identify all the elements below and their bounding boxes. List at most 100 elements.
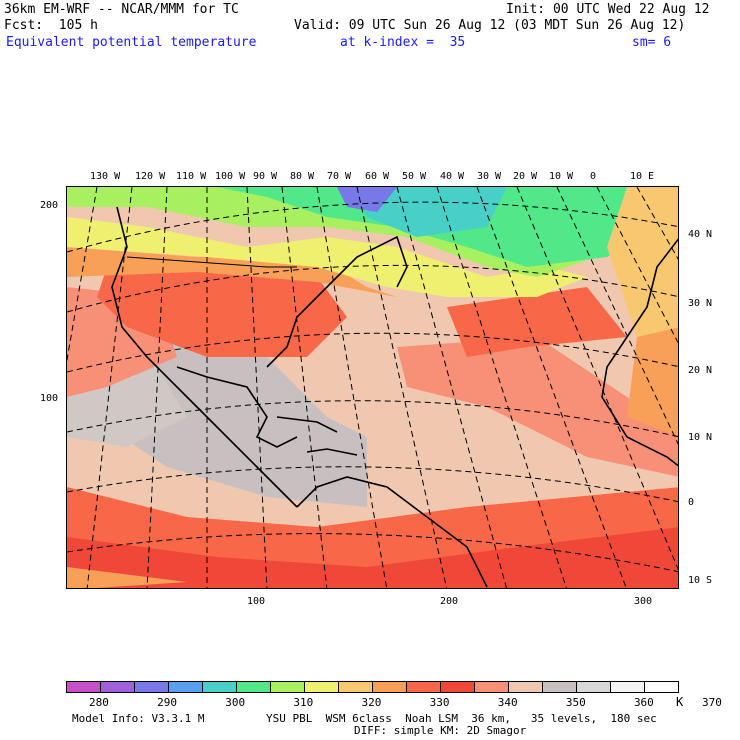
grid-lat-10s xyxy=(67,533,678,573)
grid-lon-10w xyxy=(556,187,678,445)
grid-lon-120w xyxy=(86,187,133,588)
grid-label-x-300: 300 xyxy=(634,596,653,607)
colorbar-label: 340 xyxy=(497,696,518,709)
colorbar-swatch xyxy=(101,682,135,692)
grid-lat-30n xyxy=(67,264,678,313)
longitude-label: 110 W xyxy=(176,171,207,182)
smoothing-info: sm= 6 xyxy=(632,35,672,50)
colorbar-swatch xyxy=(305,682,339,692)
longitude-label: 30 W xyxy=(477,171,502,182)
yellow-band xyxy=(67,217,587,297)
grid-label-x-200: 200 xyxy=(440,596,459,607)
colorbar-swatch xyxy=(203,682,237,692)
grid-lat-eq xyxy=(67,466,678,503)
longitude-label: 10 W xyxy=(549,171,574,182)
grid-lat-40n xyxy=(67,201,678,253)
latitude-label: 40 N xyxy=(688,229,713,240)
grid-lon-0 xyxy=(596,187,678,344)
purple-north xyxy=(337,187,397,212)
physics-info-1: YSU PBL WSM 6class Noah LSM 36 km, 35 le… xyxy=(266,712,657,725)
colorbar-swatch xyxy=(373,682,407,692)
latitude-label: 10 S xyxy=(688,575,713,586)
colorbar-label: 310 xyxy=(293,696,314,709)
colorbar-swatch xyxy=(441,682,475,692)
grid-lon-70w xyxy=(316,187,388,588)
africa-europe-coast xyxy=(601,238,678,467)
colorbar-swatch xyxy=(407,682,441,692)
colorbar-label: 290 xyxy=(157,696,178,709)
field-name: Equivalent potential temperature xyxy=(6,35,257,50)
model-title: 36km EM-WRF -- NCAR/MMM for TC xyxy=(4,2,239,17)
longitude-label: 0 xyxy=(590,171,597,182)
grid-lat-10n xyxy=(67,400,678,438)
grid-lon-60w xyxy=(356,187,448,588)
colorbar-swatch xyxy=(67,682,101,692)
colorbar-label: 360 xyxy=(633,696,654,709)
lat-lon-grid xyxy=(67,187,678,588)
grid-lon-80w xyxy=(281,187,328,588)
gulf-of-mexico-coast xyxy=(176,366,298,448)
grid-label-y-100: 100 xyxy=(40,393,59,404)
grid-lon-90w xyxy=(246,187,268,588)
colorbar-label: 330 xyxy=(429,696,450,709)
equivalent-potential-temperature-map xyxy=(67,187,678,588)
colorbar-swatch xyxy=(135,682,169,692)
longitude-label: 120 W xyxy=(135,171,166,182)
us-east-coast xyxy=(266,235,408,368)
longitude-label: 20 W xyxy=(513,171,538,182)
valid-time: Valid: 09 UTC Sun 26 Aug 12 (03 MDT Sun … xyxy=(294,18,686,33)
caribbean-gray-area xyxy=(107,337,367,507)
atlantic-salmon-band xyxy=(397,337,678,477)
longitude-label: 90 W xyxy=(253,171,278,182)
longitude-label: 10 E xyxy=(630,171,655,182)
init-time: Init: 00 UTC Wed 22 Aug 12 xyxy=(506,2,710,17)
colorbar-label: 350 xyxy=(565,696,586,709)
longitude-label: 130 W xyxy=(90,171,121,182)
southern-red-band xyxy=(67,527,678,588)
us-canada-border xyxy=(126,256,297,268)
colorbar-swatch xyxy=(475,682,509,692)
colorbar-swatch xyxy=(543,682,577,692)
longitude-label: 50 W xyxy=(402,171,427,182)
latitude-label: 20 N xyxy=(688,365,713,376)
grid-lon-30w xyxy=(476,187,627,588)
colorbar-unit: K xyxy=(676,695,684,709)
colorbar-swatch xyxy=(577,682,611,692)
colorbar-swatch xyxy=(237,682,271,692)
grid-lon-40w xyxy=(436,187,567,588)
coastlines xyxy=(111,206,678,588)
colorbar-swatch xyxy=(271,682,305,692)
grid-label-y-200: 200 xyxy=(40,200,59,211)
latitude-label: 10 N xyxy=(688,432,713,443)
colorbar xyxy=(66,681,679,693)
grid-label-x-100: 100 xyxy=(247,596,266,607)
colorbar-swatch xyxy=(611,682,645,692)
colorbar-swatch xyxy=(339,682,373,692)
africa-orange xyxy=(627,327,678,437)
southern-orange-patch xyxy=(67,567,187,588)
longitude-label: 60 W xyxy=(365,171,390,182)
longitude-label: 40 W xyxy=(440,171,465,182)
longitude-label: 100 W xyxy=(215,171,246,182)
colorbar-label: 300 xyxy=(225,696,246,709)
south-america-north-coast xyxy=(296,476,488,588)
colorbar-label: 320 xyxy=(361,696,382,709)
grid-lon-20w xyxy=(516,187,678,570)
cuba xyxy=(276,416,338,433)
model-info: Model Info: V3.3.1 M xyxy=(72,712,205,725)
colorbar-label: 370 xyxy=(702,696,722,709)
colorbar-swatch xyxy=(509,682,543,692)
hispaniola-area xyxy=(306,448,358,456)
map-panel xyxy=(66,186,679,589)
colorbar-label: 280 xyxy=(89,696,109,709)
colorbar-swatch xyxy=(169,682,203,692)
north-america-pacific-coast xyxy=(111,206,298,508)
latitude-label: 30 N xyxy=(688,298,713,309)
longitude-label: 80 W xyxy=(290,171,315,182)
physics-info-2: DIFF: simple KM: 2D Smagor xyxy=(354,724,527,737)
grid-lon-110w xyxy=(146,187,168,588)
level-info: at k-index = 35 xyxy=(340,35,466,50)
forecast-hour: Fcst: 105 h xyxy=(4,18,98,33)
longitude-label: 70 W xyxy=(327,171,352,182)
latitude-label: 0 xyxy=(688,497,695,508)
